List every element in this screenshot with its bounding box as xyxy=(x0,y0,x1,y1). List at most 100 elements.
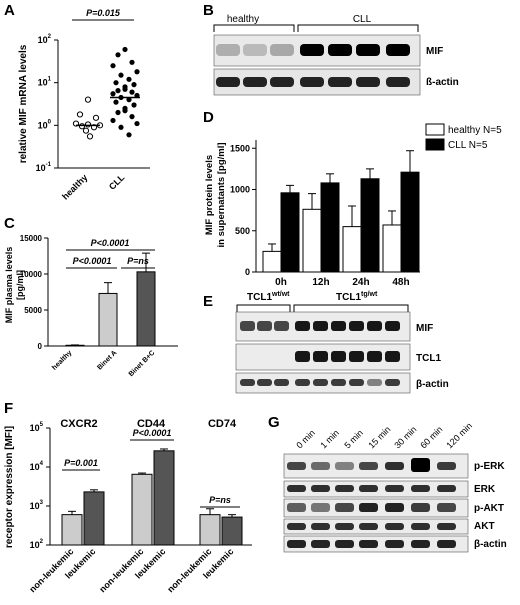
band-erk xyxy=(437,485,456,492)
band-beta-actin xyxy=(257,379,272,386)
bar xyxy=(199,514,221,546)
axis-label-y-line2: [pg/ml] xyxy=(15,270,25,300)
y-tick-label: 10000 xyxy=(20,270,43,279)
y-tick-label: 1500 xyxy=(230,143,250,153)
bar xyxy=(382,224,402,273)
y-ticks: 0 5000 10000 15000 xyxy=(20,234,48,351)
p-value-left: P<0.0001 xyxy=(73,256,112,266)
data-point-cll xyxy=(131,82,137,88)
band-p-akt xyxy=(411,503,430,512)
blot-label-p-akt: p-AKT xyxy=(474,503,504,514)
data-point-cll xyxy=(122,108,128,114)
y-tick-label: 102 xyxy=(30,539,44,550)
category-label-binet-a: Binet A xyxy=(96,349,118,371)
timepoint-label: 0 min xyxy=(294,428,317,451)
data-point-cll xyxy=(134,120,140,127)
timepoint-label: 60 min xyxy=(418,424,444,450)
marker-label-cd74: CD74 xyxy=(208,418,237,430)
marker-label-cd44: CD44 xyxy=(137,418,166,430)
axis-label-y-line2: in supernatants [pg/ml] xyxy=(216,142,227,247)
blot-label-akt: AKT xyxy=(474,521,495,532)
band-p-erk xyxy=(287,462,306,470)
y-tick-label: 15000 xyxy=(20,234,43,243)
panel-letter-a: A xyxy=(4,2,15,19)
blot-bands xyxy=(216,44,410,87)
bar xyxy=(131,473,153,546)
legend-swatch-healthy xyxy=(425,123,445,136)
blot-bands xyxy=(287,458,456,548)
band-beta-actin xyxy=(313,379,328,386)
band-mif xyxy=(313,321,328,331)
band-tcl1 xyxy=(295,351,310,362)
band-erk xyxy=(411,485,430,492)
legend-swatch-cll xyxy=(425,138,445,151)
band-beta-actin xyxy=(243,77,267,87)
timepoint-label: 30 min xyxy=(392,424,418,450)
y-ticks: 102 103 104 105 xyxy=(30,422,50,550)
data-point-cll xyxy=(113,80,119,86)
blot-label-beta-actin: ß-actin xyxy=(426,77,459,88)
band-mif xyxy=(331,321,346,331)
group-bracket-cll xyxy=(297,24,419,32)
band-mif xyxy=(328,44,352,56)
y-tick-label: 1000 xyxy=(230,185,250,195)
blot-mif xyxy=(213,34,421,67)
data-point-cll xyxy=(126,76,132,82)
group-bracket-wt xyxy=(236,304,291,312)
blot-label-mif: MIF xyxy=(416,323,433,334)
group-label-wt: TCL1wt/wt xyxy=(247,291,290,303)
band-p-erk xyxy=(335,462,354,470)
bar xyxy=(98,292,118,347)
band-p-akt xyxy=(311,503,330,512)
data-point-cll xyxy=(131,102,137,108)
bar xyxy=(83,491,105,546)
y-tick-label: 500 xyxy=(235,226,250,236)
group-label-cll: CLL xyxy=(107,172,127,192)
band-p-erk xyxy=(359,462,378,470)
band-beta-actin xyxy=(437,540,456,548)
data-point-cll xyxy=(129,114,135,120)
y-tick-label: 10-1 xyxy=(36,162,52,173)
band-mif xyxy=(270,44,294,56)
p-value-cxcr2: P=0.001 xyxy=(64,458,98,468)
band-tcl1 xyxy=(349,351,364,362)
band-beta-actin xyxy=(359,540,378,548)
data-point-cll xyxy=(122,46,128,53)
band-p-erk xyxy=(311,462,330,470)
band-akt xyxy=(437,523,456,530)
blot-label-tcl1: TCL1 xyxy=(416,353,441,364)
band-erk xyxy=(385,485,404,492)
panel-e: E TCL1wt/wt TCL1tg/wt MIF TCL1 β-actin xyxy=(203,291,449,394)
bar xyxy=(342,226,362,273)
axis-label-y: receptor expression [MFI] xyxy=(4,426,15,548)
blot-label-erk: ERK xyxy=(474,484,496,495)
band-beta-actin xyxy=(411,540,430,548)
axis-label-y-line1: MIF protein levels xyxy=(204,155,215,235)
band-beta-actin xyxy=(300,77,324,87)
blot-label-mif: MIF xyxy=(426,46,443,57)
data-point-cll xyxy=(126,132,132,138)
bar xyxy=(262,250,282,273)
data-point-cll xyxy=(118,124,124,130)
bar xyxy=(302,208,322,273)
data-point-cll xyxy=(115,52,121,58)
band-erk xyxy=(287,485,306,492)
panel-letter-e: E xyxy=(203,293,213,310)
data-point-cll xyxy=(110,63,116,69)
group-bracket-tg xyxy=(293,304,409,312)
band-mif xyxy=(216,44,240,56)
band-beta-actin xyxy=(356,77,380,87)
band-mif xyxy=(367,321,382,331)
group-label-tg: TCL1tg/wt xyxy=(336,291,378,303)
y-tick-label: 0 xyxy=(245,267,250,277)
data-point-healthy xyxy=(76,111,84,118)
panel-letter-b: B xyxy=(203,2,214,19)
band-p-akt xyxy=(437,503,456,512)
bar xyxy=(320,182,340,273)
panel-b: B healthy CLL MIF ß-actin xyxy=(203,2,459,96)
x-tick-label: 24h xyxy=(352,277,369,288)
band-p-erk xyxy=(411,458,430,472)
legend-label-healthy: healthy N=5 xyxy=(448,125,502,136)
timepoint-label: 1 min xyxy=(318,428,341,451)
